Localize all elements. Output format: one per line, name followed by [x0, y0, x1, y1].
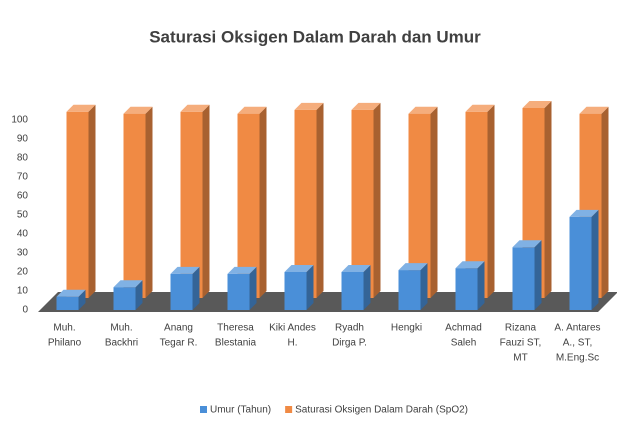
bar-top: [237, 106, 267, 114]
bar-top: [56, 289, 86, 297]
bar-side: [487, 104, 495, 298]
y-tick-label: 80: [17, 153, 29, 164]
x-tick-label: Dirga P.: [332, 338, 367, 349]
x-tick-label: Theresa: [217, 323, 254, 334]
bar-side: [88, 104, 96, 298]
x-tick-label: Ryadh: [335, 323, 364, 334]
legend-swatch: [200, 406, 207, 413]
x-tick-label: Backhri: [105, 338, 138, 349]
x-tick-label: Hengki: [391, 323, 422, 334]
y-tick-label: 40: [17, 229, 29, 240]
bar-top: [579, 106, 609, 114]
legend-label: Saturasi Oksigen Dalam Darah (SpO2): [295, 405, 468, 416]
x-tick-label: Muh.: [110, 323, 132, 334]
bar: [56, 296, 79, 310]
bar-side: [145, 106, 153, 298]
x-tick-label: Achmad: [445, 323, 482, 334]
y-tick-label: 20: [17, 267, 29, 278]
bar-side: [373, 102, 381, 299]
bar-top: [455, 261, 485, 269]
y-tick-label: 90: [17, 134, 29, 145]
bar-top: [180, 104, 210, 112]
bar-top: [465, 104, 495, 112]
bar-top: [398, 263, 428, 271]
x-tick-label: Anang: [164, 323, 193, 334]
bar-top: [522, 101, 552, 108]
x-tick-label: Kiki Andes: [269, 323, 316, 334]
bar: [66, 111, 89, 298]
bar: [512, 247, 535, 310]
x-tick-label: M.Eng.Sc: [556, 353, 599, 364]
y-tick-label: 60: [17, 191, 29, 202]
bar: [351, 109, 374, 299]
bar-top: [341, 265, 371, 272]
bar-side: [306, 265, 314, 310]
bar-top: [113, 280, 143, 288]
bar-side: [259, 106, 267, 298]
bar: [398, 270, 421, 310]
y-tick-label: 10: [17, 286, 29, 297]
x-tick-label: Rizana: [505, 323, 537, 334]
bar-side: [202, 104, 210, 298]
chart-title: Saturasi Oksigen Dalam Darah dan Umur: [149, 27, 481, 46]
bar: [569, 216, 592, 310]
bar-top: [408, 106, 438, 114]
x-tick-label: MT: [513, 353, 527, 364]
bar-side: [135, 280, 143, 310]
x-tick-label: Saleh: [451, 338, 477, 349]
x-tick-label: H.: [288, 338, 298, 349]
bar: [237, 113, 260, 298]
bar-side: [591, 209, 599, 310]
y-tick-label: 0: [22, 305, 28, 316]
x-tick-label: Blestania: [215, 338, 257, 349]
bar-top: [512, 240, 542, 248]
bar-side: [363, 265, 371, 310]
bar: [123, 113, 146, 298]
bar-side: [420, 263, 428, 310]
x-tick-label: A. Antares: [554, 323, 600, 334]
bar-side: [534, 240, 542, 310]
bar-top: [66, 104, 96, 112]
bar: [294, 109, 317, 299]
bar-side: [249, 266, 257, 310]
bar: [180, 111, 203, 298]
bar-top: [170, 266, 200, 274]
bar-top: [284, 265, 314, 272]
y-tick-label: 70: [17, 172, 29, 183]
bar: [341, 272, 364, 310]
x-tick-label: A., ST,: [563, 338, 592, 349]
bar-side: [544, 101, 552, 298]
bar: [465, 111, 488, 298]
y-tick-label: 100: [11, 115, 28, 126]
bar-side: [192, 266, 200, 310]
bar: [170, 273, 193, 310]
bar-side: [316, 102, 324, 299]
bar: [408, 113, 431, 298]
legend-label: Umur (Tahun): [210, 405, 271, 416]
legend-swatch: [285, 406, 293, 413]
bar-side: [601, 106, 609, 298]
bar-top: [351, 102, 381, 110]
y-tick-label: 50: [17, 210, 29, 221]
x-tick-label: Fauzi ST,: [500, 338, 542, 349]
x-tick-label: Muh.: [53, 323, 75, 334]
bar-side: [430, 106, 438, 298]
bar-side: [78, 289, 86, 310]
bar-top: [227, 266, 257, 274]
x-tick-label: Philano: [48, 338, 82, 349]
bar: [227, 273, 250, 310]
y-tick-label: 30: [17, 248, 29, 259]
bar: [284, 272, 307, 310]
bar: [455, 268, 478, 310]
bar-top: [569, 209, 599, 217]
bar: [113, 287, 136, 310]
x-tick-label: Tegar R.: [160, 338, 198, 349]
bar-top: [294, 102, 324, 110]
bar-side: [477, 261, 485, 310]
bar-top: [123, 106, 153, 114]
